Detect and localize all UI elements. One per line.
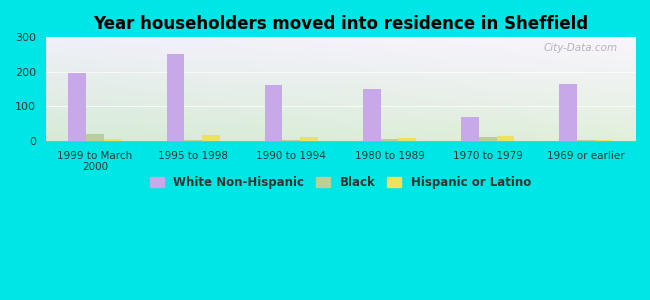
Bar [283, 140, 300, 141]
Bar [560, 84, 577, 141]
Bar [462, 117, 479, 141]
Text: City-Data.com: City-Data.com [543, 43, 618, 52]
Bar [577, 140, 595, 141]
Title: Year householders moved into residence in Sheffield: Year householders moved into residence i… [93, 15, 588, 33]
Bar [265, 85, 283, 141]
Bar [104, 139, 122, 141]
Bar [202, 135, 220, 141]
Bar [479, 137, 497, 141]
Bar [86, 134, 104, 141]
Bar [300, 137, 318, 141]
Bar [381, 139, 398, 141]
Bar [363, 89, 381, 141]
Bar [497, 136, 514, 141]
Bar [166, 54, 185, 141]
Bar [68, 73, 86, 141]
Bar [398, 138, 416, 141]
Bar [595, 140, 612, 141]
Bar [185, 140, 202, 141]
Legend: White Non-Hispanic, Black, Hispanic or Latino: White Non-Hispanic, Black, Hispanic or L… [150, 176, 531, 189]
